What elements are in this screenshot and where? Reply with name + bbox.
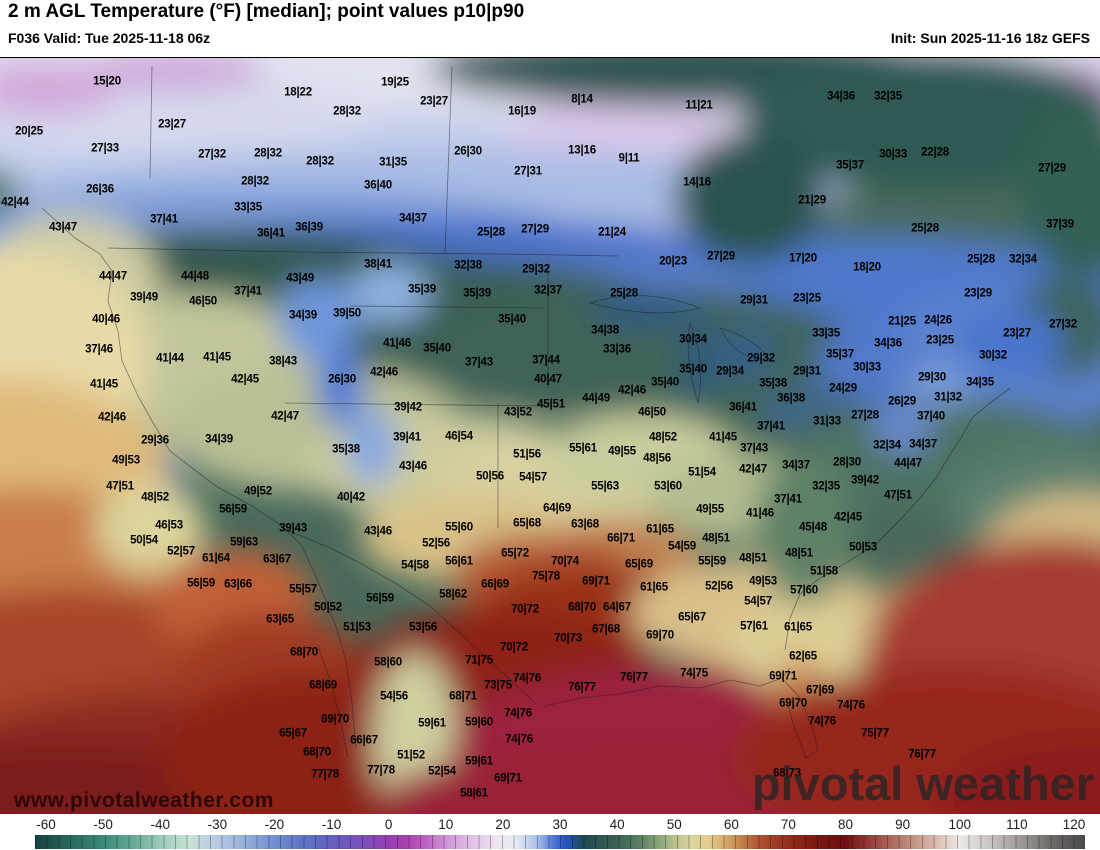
forecast-valid-time: F036 Valid: Tue 2025-11-18 06z: [8, 30, 211, 46]
colorbar-tick: 30: [552, 817, 568, 832]
colorbar-tick: -10: [321, 817, 342, 832]
colorbar-tick: 50: [666, 817, 682, 832]
colorbar-gradient: [35, 835, 1085, 849]
pivotal-weather-logo: pivotal weather: [751, 757, 1094, 810]
colorbar-tick: -30: [207, 817, 228, 832]
colorbar-tick: -40: [150, 817, 170, 832]
temperature-map[interactable]: [0, 57, 1100, 815]
colorbar-tick: 60: [723, 817, 739, 832]
colorbar-tick: 10: [438, 817, 454, 832]
page-title: 2 m AGL Temperature (°F) [median]; point…: [8, 1, 525, 22]
watermark-url: www.pivotalweather.com: [14, 789, 274, 812]
colorbar-tick: 90: [895, 817, 911, 832]
colorbar-tick: 40: [609, 817, 625, 832]
colorbar-tick: -50: [93, 817, 113, 832]
colorbar-tick: 100: [948, 817, 972, 832]
colorbar-tick: 120: [1062, 817, 1086, 832]
colorbar-ticks: -60 -50 -40 -30 -20 -10 0 10 20 30 40 50 60 70 80 90 100…: [36, 817, 1085, 832]
colorbar-tick: 110: [1006, 817, 1028, 832]
model-init-time: Init: Sun 2025-11-16 18z GEFS: [890, 30, 1090, 46]
colorbar-tick: 20: [495, 817, 511, 832]
colorbar-tick: 70: [780, 817, 796, 832]
colorbar: -60 -50 -40 -30 -20 -10 0 10 20 30 40 50 60 70 80 90 100…: [0, 814, 1100, 850]
temperature-field: [0, 58, 1100, 815]
colorbar-tick: 80: [838, 817, 854, 832]
colorbar-tick: 0: [384, 817, 393, 832]
map-borders: [41, 65, 1011, 759]
colorbar-tick: -20: [264, 817, 285, 832]
colorbar-tick: -60: [36, 817, 56, 832]
